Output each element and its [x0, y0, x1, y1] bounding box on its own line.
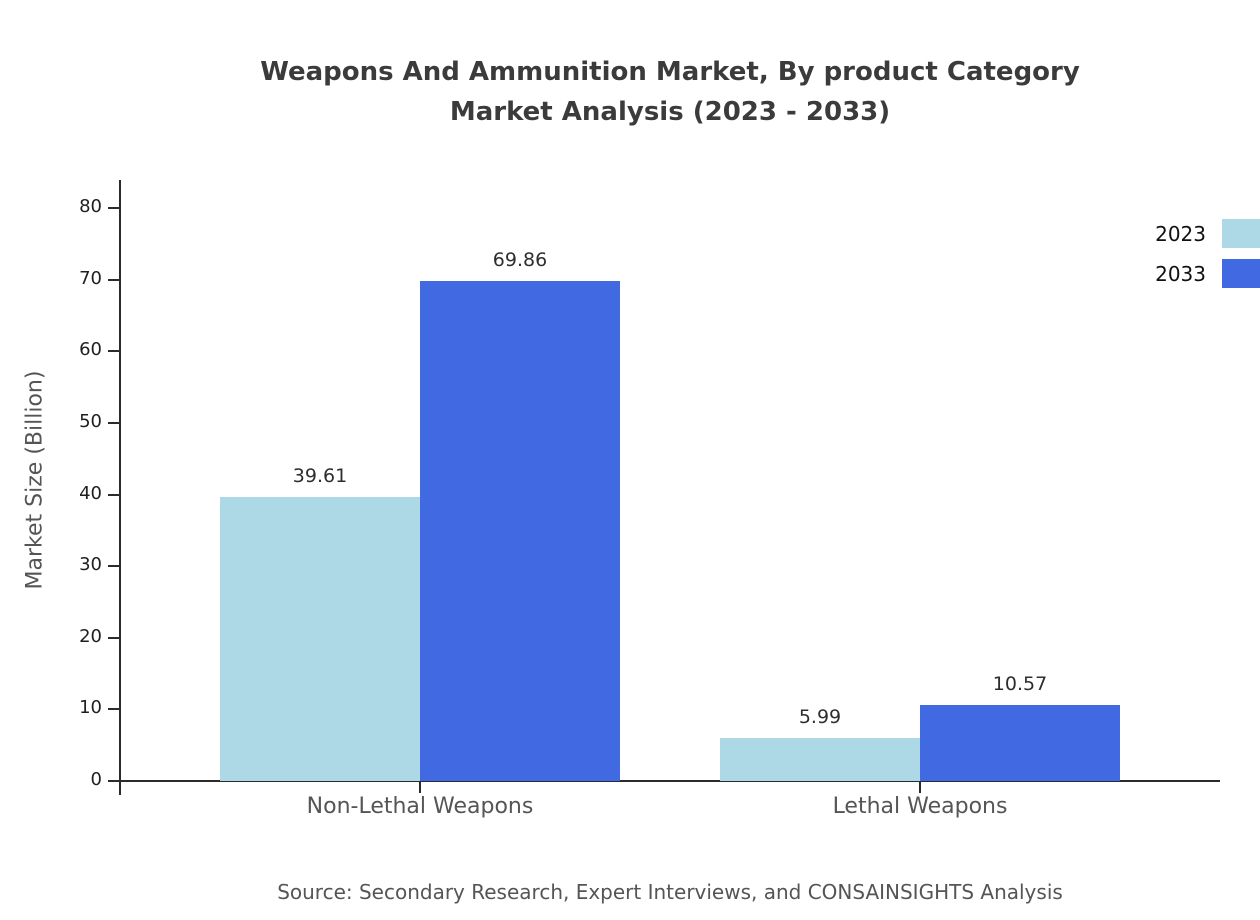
y-tick-label: 70	[79, 267, 102, 289]
bar-2033-lethal-weapons	[920, 705, 1120, 781]
bar-value-2033-non-lethal-weapons: 69.86	[492, 248, 548, 271]
bar-2023-non-lethal-weapons	[220, 497, 420, 781]
chart-title-line-1: Weapons And Ammunition Market, By produc…	[260, 57, 1080, 87]
category-label-non-lethal-weapons: Non-Lethal Weapons	[306, 794, 534, 819]
bar-value-2023-lethal-weapons: 5.99	[798, 706, 842, 729]
y-tick-label: 20	[79, 625, 102, 647]
y-tick-mark	[108, 421, 120, 424]
bar-value-2023-non-lethal-weapons: 39.61	[292, 465, 348, 488]
y-tick-label: 30	[79, 554, 102, 576]
y-tick-label: 10	[79, 697, 102, 719]
legend-swatch-2023	[1222, 219, 1260, 248]
y-tick-mark	[108, 708, 120, 711]
y-tick-mark	[108, 493, 120, 496]
bar-2033-non-lethal-weapons	[420, 280, 620, 781]
category-label-lethal-weapons: Lethal Weapons	[832, 794, 1008, 819]
x-axis-line	[108, 780, 1220, 782]
bar-2023-lethal-weapons	[720, 738, 920, 781]
x-tick-mark	[919, 781, 921, 793]
y-tick-label: 0	[90, 769, 102, 790]
source-note: Source: Secondary Research, Expert Inter…	[277, 880, 1063, 904]
y-tick-mark	[108, 565, 120, 568]
y-tick-label: 40	[79, 482, 102, 504]
legend-swatch-2033	[1222, 259, 1260, 288]
y-tick-label: 60	[79, 339, 102, 361]
chart-title-line-2: Market Analysis (2023 - 2033)	[449, 97, 891, 127]
x-tick-mark	[419, 781, 421, 793]
legend-item-2033: 2033	[1155, 259, 1260, 288]
legend-label-2023: 2023	[1155, 221, 1206, 246]
y-tick-mark	[108, 780, 120, 782]
y-tick-label: 80	[79, 196, 102, 217]
y-axis-line	[119, 180, 121, 795]
legend: 2023 2033	[1155, 219, 1260, 299]
y-tick-mark	[108, 350, 120, 353]
legend-item-2023: 2023	[1155, 219, 1260, 248]
y-tick-mark	[108, 207, 120, 209]
y-tick-mark	[108, 636, 120, 639]
legend-label-2033: 2033	[1155, 261, 1206, 286]
y-tick-mark	[108, 278, 120, 281]
y-tick-label: 50	[79, 410, 102, 432]
chart-title: Weapons And Ammunition Market, By produc…	[80, 52, 1260, 132]
bar-value-2033-lethal-weapons: 10.57	[992, 673, 1048, 696]
